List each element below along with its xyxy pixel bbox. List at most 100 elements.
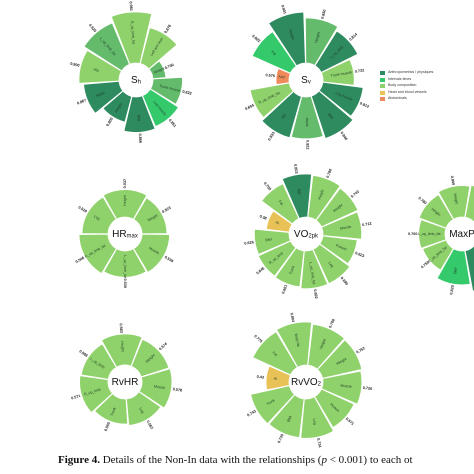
segment-value-label: 0.546 [75,256,85,264]
segment-value-label: 0.575 [265,73,275,78]
segment-category-label: Height [123,195,127,205]
segment-category-label: R_up_limb_fat [130,21,136,44]
segment-value-label: 0.578 [172,387,182,392]
segment-value-label: 0.935 [88,23,97,33]
segment-value-label: 0.43 [256,375,264,380]
legend-swatch [380,77,385,82]
radial-bar-segment [312,243,351,285]
legend-label: Body composition [388,83,417,88]
legend-swatch [380,84,385,89]
radial-bar-segment [281,173,312,219]
radial-bar-segment [253,228,291,255]
segment-category-label: BMI [286,415,292,422]
radial-bar-segment [103,248,147,278]
segment-value-label: 0.803 [293,164,298,174]
legend-item: Body composition [380,83,474,90]
radial-bar-segment [316,339,363,379]
chart-title-subscript: 2pk [308,234,319,240]
segment-category-label: R_up_limb [84,388,102,397]
caption-text-before: Details of the Non-In data with the rela… [99,454,322,466]
segment-value-label: 0.867 [77,98,87,105]
segment-category-label: Weight [453,193,459,205]
segment-value-label: 0.743 [350,190,360,199]
segment-category-label: Weight [147,213,159,222]
radial-bar-segment [300,249,329,290]
segment-category-label: Trunk muscle [330,70,352,77]
segment-value-label: 0.529 [77,205,87,213]
radial-bar-segment [130,338,170,378]
segment-value-label: 0.750 [420,260,430,269]
caption-text-after: < 0.001) to each ot [326,454,413,466]
radial-bar-segment [100,333,143,368]
segment-value-label: 0.760 [408,232,418,236]
chart-title-subscript: max [127,234,138,240]
segment-category-label: L_up_limb_fat [418,232,441,236]
segment-category-label: Leg [312,418,317,425]
radial-bar-segment [314,388,355,429]
segment-category-label: Trunk [266,398,276,406]
legend-label: Heart and blood vessels [388,89,427,94]
segment-category-label: Trunk muscle [159,84,181,93]
segment-category-label: BMI [136,115,140,122]
segment-category-label: Weight [153,67,165,75]
segment-category-label: Leg muscle [335,91,353,102]
segment-value-label: 0.743 [247,409,257,417]
segment-value-label: 0.780 [417,196,427,205]
segment-category-label: Muscle [154,384,166,390]
segment-category-label: Fat [278,200,284,207]
segment-category-label: Fat [272,351,279,357]
radial-bar-segment [422,239,454,271]
radial-bar-segment [464,245,474,292]
radial-bar-segment [319,235,358,265]
segment-category-label: Weight [145,353,156,363]
segment-value-label: 0.981 [129,1,134,11]
radial-bar-segment [148,60,167,80]
legend-item: Heart and blood vessels [380,90,474,97]
radial-bar-segment [315,187,359,228]
segment-value-label: 0.822 [305,140,309,150]
segment-category-label: L_up_limb_fat [308,262,315,285]
radial-bar-segment [418,194,454,229]
figure-caption: Figure 4. Details of the Non-In data wit… [58,454,474,466]
radial-bar-segment [418,219,447,249]
segment-value-label: 0.538 [164,255,174,263]
chart-center-disc [108,365,142,399]
radial-bar-segment [249,82,294,119]
segment-category-label: Waist [305,118,309,127]
segment-value-label: 0.800 [450,175,456,185]
segment-value-label: 0.726 [363,386,373,391]
legend-item: Abdominals [380,96,474,103]
radial-bar-segment [139,27,178,70]
segment-category-label: Waist [96,91,106,98]
radial-bar-segment [437,185,471,220]
legend-label: Abdominals [388,96,407,101]
radial-bar-segment [138,368,173,409]
segment-value-label: 0.583 [119,323,124,333]
radial-bar-segment [252,331,298,376]
segment-value-label: 0.820 [449,285,455,295]
segment-value-label: 0.671 [345,417,355,426]
legend-swatch [380,71,385,76]
segment-value-label: 0.712 [362,222,372,227]
segment-value-label: 0.768 [328,318,336,328]
segment-category-label: Trunk [289,265,296,275]
segment-category-label: Muscle [148,246,160,255]
segment-category-label: Height [430,207,441,217]
segment-value-label: 0.804 [244,103,255,111]
chart-title-main: HR [112,229,126,240]
segment-category-label: Weight [314,32,321,44]
radial-chart-rvvo2: Body fat 0.804 Height 0.768 Weight 0.752 Muscl… [247,312,373,448]
chart-title-main: S [131,75,138,86]
radial-bar-segment [318,81,364,117]
segment-category-label: Fat [270,50,277,56]
radial-bar-segment [320,58,355,86]
segment-value-label: 0.732 [355,68,365,74]
radial-bar-segment [133,197,168,235]
segment-value-label: 0.645 [256,266,266,275]
segment-value-label: 0.866 [138,133,143,143]
segment-category-label: Abd [278,75,285,80]
segment-category-label: Height [114,102,123,113]
